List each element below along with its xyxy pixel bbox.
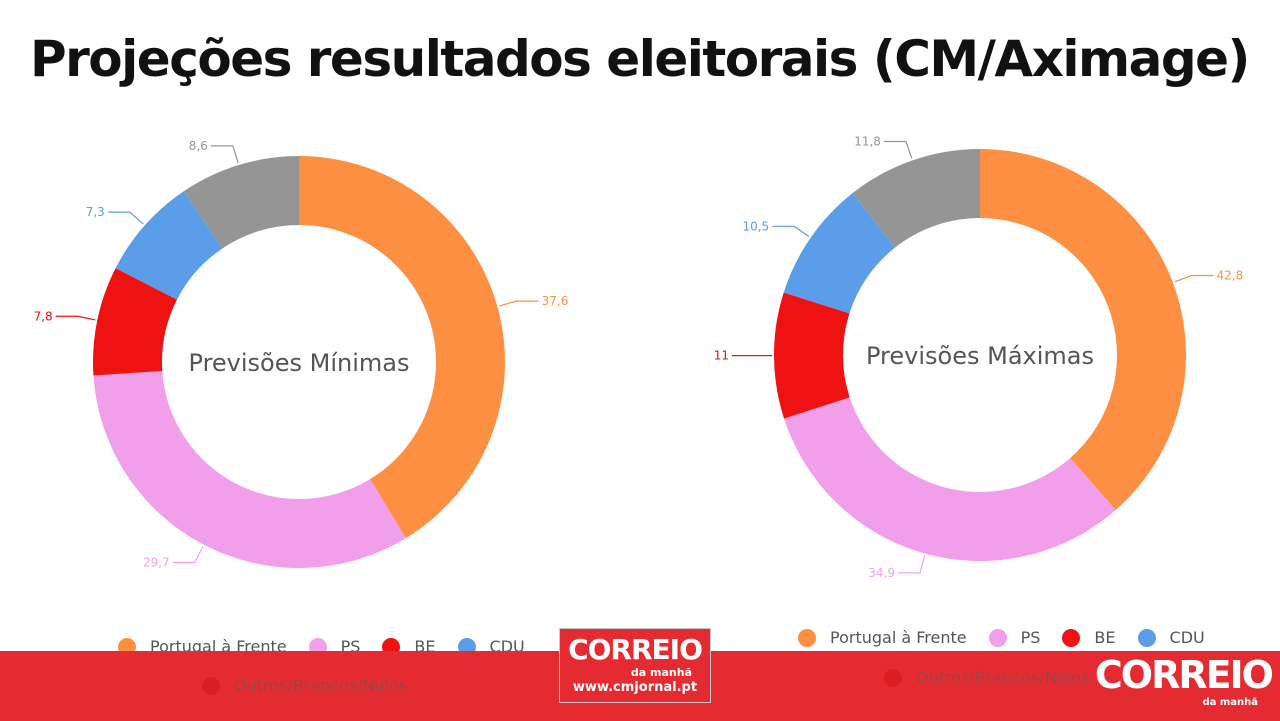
legend-left-row2: Outros/Brancos/Nulos [202, 676, 429, 695]
legend-item-be[interactable]: BE [1062, 628, 1116, 647]
leader-line-min-be [55, 315, 96, 321]
data-label-min-portugal-a-frente: 37,6 [542, 294, 569, 308]
legend-item-ps[interactable]: PS [988, 628, 1041, 647]
legend-dot-icon [1062, 628, 1081, 647]
slice-max-portugal-a-frente [980, 149, 1186, 511]
legend-label: PS [1020, 628, 1041, 647]
data-label-max-outros-brancos-nulos: 11,8 [854, 134, 881, 148]
leader-line-min-portugal-a-frente [499, 300, 539, 307]
legend-dot-icon [884, 668, 902, 687]
leader-line-max-outros-brancos-nulos [883, 140, 913, 159]
logo-subword: da manhã [1202, 697, 1258, 708]
legend-dot-icon [988, 628, 1007, 647]
page-title: Projeções resultados eleitorais (CM/Axim… [30, 30, 1250, 88]
slice-min-portugal-a-frente [299, 156, 506, 539]
leader-line-max-portugal-a-frente [1174, 274, 1214, 283]
logo-word: CORREIO [568, 633, 703, 666]
chart-title-min: Previsões Mínimas [189, 349, 410, 377]
chart-title-max: Previsões Máximas [866, 342, 1094, 370]
logo-word: CORREIO [1094, 653, 1274, 697]
legend-item-outros-brancos-nulos[interactable]: Outros/Brancos/Nulos [202, 676, 407, 695]
slice-min-be [93, 268, 178, 376]
slice-min-cdu [115, 191, 223, 300]
leader-line-min-outros-brancos-nulos [210, 145, 239, 164]
data-label-min-cdu: 7,3 [86, 205, 105, 219]
leader-line-min-ps [172, 546, 204, 564]
legend-label: CDU [1169, 628, 1205, 647]
legend-item-portugal-a-frente[interactable]: Portugal à Frente [798, 628, 967, 647]
legend-right-row2: Outros/Brancos/Nulos [884, 668, 1111, 687]
leader-line-max-ps [897, 555, 926, 574]
data-label-min-be: 7,8 [34, 309, 53, 323]
legend-label: BE [1094, 628, 1116, 647]
slice-max-be [774, 292, 850, 419]
slice-max-ps [784, 397, 1116, 561]
data-label-min-outros-brancos-nulos: 8,6 [189, 139, 208, 153]
legend-item-outros-brancos-nulos[interactable]: Outros/Brancos/Nulos [884, 668, 1089, 687]
logo-url: www.cmjornal.pt [572, 680, 698, 695]
data-label-max-portugal-a-frente: 42,8 [1217, 269, 1244, 283]
correio-logo-big: CORREIO da manhã [1082, 652, 1274, 712]
legend-right: Portugal à Frente PS BE CDU [798, 628, 1227, 647]
logo-subword: da manhã [630, 666, 692, 679]
leader-line-max-cdu [772, 225, 810, 238]
leader-line-min-cdu [107, 211, 144, 225]
legend-label: Outros/Brancos/Nulos [234, 676, 408, 695]
data-label-max-ps: 34,9 [868, 566, 895, 580]
legend-dot-icon [798, 628, 816, 647]
data-label-max-be: 11 [714, 349, 729, 363]
data-label-max-cdu: 10,5 [742, 219, 769, 233]
slice-max-outros-brancos-nulos [852, 149, 980, 248]
legend-label: Outros/Brancos/Nulos [916, 668, 1090, 687]
slice-min-outros-brancos-nulos [183, 156, 299, 249]
slice-max-cdu [783, 193, 896, 314]
legend-dot-icon [1137, 628, 1156, 647]
slice-min-ps [93, 370, 406, 569]
legend-item-cdu[interactable]: CDU [1137, 628, 1205, 647]
legend-dot-icon [202, 676, 220, 695]
legend-label: Portugal à Frente [830, 628, 967, 647]
data-label-min-ps: 29,7 [143, 555, 170, 569]
correio-logo-small: CORREIO da manhã www.cmjornal.pt [559, 628, 711, 703]
